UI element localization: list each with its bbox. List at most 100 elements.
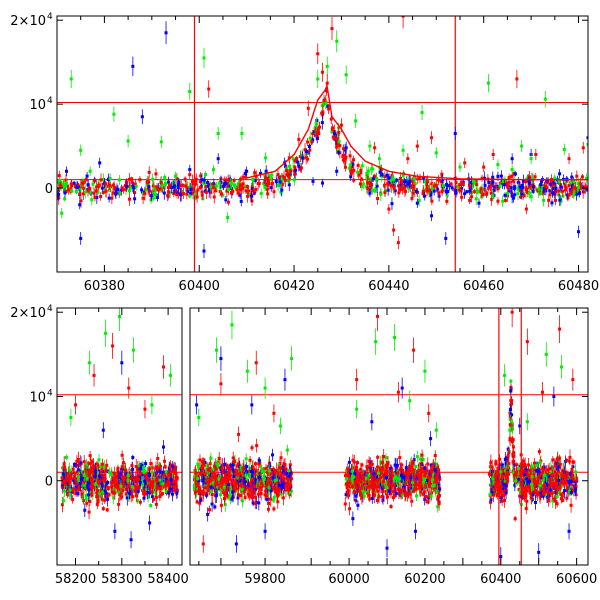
data-point: [147, 185, 151, 189]
data-point: [250, 446, 254, 450]
data-point: [201, 197, 205, 201]
data-point: [375, 177, 379, 181]
data-point: [264, 169, 268, 173]
data-point: [225, 491, 229, 495]
data-point: [391, 176, 395, 180]
data-point: [158, 478, 162, 482]
data-point: [140, 190, 144, 194]
data-point: [527, 186, 531, 190]
data-point: [348, 154, 352, 158]
data-point: [177, 180, 181, 184]
data-point: [217, 477, 221, 481]
data-point: [122, 475, 126, 479]
data-point: [175, 491, 179, 495]
data-point: [110, 490, 114, 494]
data-point: [273, 484, 277, 488]
data-point: [133, 191, 137, 195]
data-point: [117, 178, 121, 182]
data-point: [402, 180, 406, 184]
data-point: [343, 148, 347, 152]
data-point: [134, 475, 138, 479]
data-point: [554, 186, 558, 190]
data-point: [72, 471, 76, 475]
data-point: [86, 189, 90, 193]
data-point: [311, 138, 315, 142]
data-point: [90, 474, 94, 478]
data-point: [529, 157, 533, 161]
data-point: [82, 460, 86, 464]
data-point: [195, 479, 199, 483]
data-point: [207, 87, 211, 91]
data-point: [134, 465, 138, 469]
data-point: [453, 132, 457, 136]
data-point: [191, 187, 195, 191]
data-point: [491, 181, 495, 185]
data-point: [232, 460, 236, 464]
data-point: [247, 483, 251, 487]
data-point: [533, 175, 537, 179]
data-point: [284, 467, 288, 471]
data-point: [207, 480, 211, 484]
data-point: [559, 185, 563, 189]
data-point: [77, 487, 81, 491]
data-point: [67, 474, 71, 478]
data-point: [349, 169, 353, 173]
data-point: [354, 119, 358, 123]
data-point: [279, 492, 283, 496]
data-point: [64, 169, 68, 173]
data-point: [257, 486, 261, 490]
data-point: [133, 489, 137, 493]
data-point: [228, 177, 232, 181]
data-point: [88, 454, 92, 458]
data-point: [273, 473, 277, 477]
data-point: [199, 174, 203, 178]
data-point: [73, 463, 77, 467]
data-point: [482, 176, 486, 180]
data-point: [185, 186, 189, 190]
data-point: [371, 188, 375, 192]
data-point: [79, 236, 83, 240]
data-point: [74, 189, 78, 193]
x-tick-label: 60420: [273, 279, 314, 294]
data-point: [259, 191, 263, 195]
data-point: [167, 491, 171, 495]
data-point: [82, 186, 86, 190]
data-point: [256, 472, 260, 476]
data-point: [222, 184, 226, 188]
data-point: [389, 183, 393, 187]
data-point: [159, 140, 163, 144]
data-point: [214, 494, 218, 498]
data-point: [163, 175, 167, 179]
data-point: [359, 171, 363, 175]
data-point: [95, 462, 99, 466]
data-point: [140, 115, 144, 119]
data-point: [226, 178, 230, 182]
data-point: [463, 192, 467, 196]
data-point: [103, 478, 107, 482]
data-point: [321, 110, 325, 114]
data-point: [445, 183, 449, 187]
data-point: [196, 188, 200, 192]
data-point: [527, 191, 531, 195]
data-point: [162, 473, 166, 477]
data-point: [558, 198, 562, 202]
data-point: [130, 464, 134, 468]
data-point: [279, 190, 283, 194]
data-point: [78, 203, 82, 207]
data-point: [130, 485, 134, 489]
data-point: [491, 152, 495, 156]
data-point: [67, 486, 71, 490]
y-tick-exponent: 4: [47, 12, 53, 22]
data-point: [197, 485, 201, 489]
data-point: [216, 464, 220, 468]
data-point: [425, 189, 429, 193]
data-point: [197, 478, 201, 482]
data-point: [118, 191, 122, 195]
data-point: [579, 185, 583, 189]
data-point: [195, 500, 199, 504]
data-point: [57, 174, 61, 178]
data-point: [214, 482, 218, 486]
data-point: [292, 178, 296, 182]
data-point: [92, 191, 96, 195]
data-point: [169, 487, 173, 491]
